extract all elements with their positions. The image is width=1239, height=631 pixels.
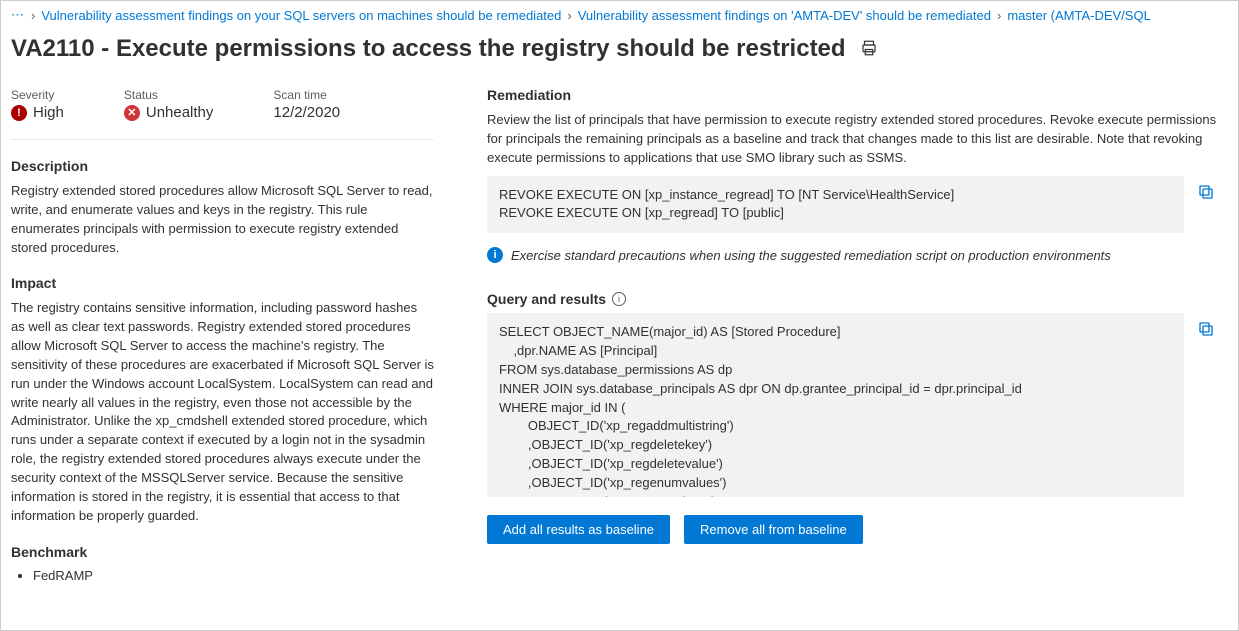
benchmark-heading: Benchmark xyxy=(11,544,434,560)
remediation-heading: Remediation xyxy=(487,87,1222,103)
print-icon[interactable] xyxy=(860,39,878,60)
status-block: Status ✕ Unhealthy xyxy=(124,88,214,121)
breadcrumb-overflow[interactable]: ⋯ xyxy=(11,7,25,23)
query-heading: Query and results xyxy=(487,291,606,307)
severity-block: Severity ! High xyxy=(11,88,64,121)
status-value: Unhealthy xyxy=(146,104,214,121)
severity-label: Severity xyxy=(11,88,64,102)
impact-body: The registry contains sensitive informat… xyxy=(11,299,434,525)
warning-row: i Exercise standard precautions when usi… xyxy=(487,247,1222,263)
breadcrumb-item-2[interactable]: Vulnerability assessment findings on 'AM… xyxy=(578,8,991,23)
chevron-right-icon: › xyxy=(997,8,1001,23)
description-heading: Description xyxy=(11,158,434,174)
page-title-row: VA2110 - Execute permissions to access t… xyxy=(1,29,1238,77)
breadcrumb-item-1[interactable]: Vulnerability assessment findings on you… xyxy=(41,8,561,23)
scantime-value: 12/2/2020 xyxy=(273,104,340,121)
severity-value: High xyxy=(33,104,64,121)
scantime-block: Scan time 12/2/2020 xyxy=(273,88,340,121)
breadcrumb: ⋯ › Vulnerability assessment findings on… xyxy=(1,1,1238,29)
right-column: Remediation Review the list of principal… xyxy=(461,77,1238,628)
chevron-right-icon: › xyxy=(31,8,35,23)
description-body: Registry extended stored procedures allo… xyxy=(11,182,434,257)
scantime-label: Scan time xyxy=(273,88,340,102)
chevron-right-icon: › xyxy=(567,8,571,23)
status-unhealthy-icon: ✕ xyxy=(124,105,140,121)
left-column: Severity ! High Status ✕ Unhealthy Scan … xyxy=(1,77,461,628)
query-text[interactable]: SELECT OBJECT_NAME(major_id) AS [Stored … xyxy=(487,313,1184,497)
info-icon: i xyxy=(487,247,503,263)
remediation-body: Review the list of principals that have … xyxy=(487,111,1222,168)
page-title: VA2110 - Execute permissions to access t… xyxy=(11,35,846,63)
impact-heading: Impact xyxy=(11,275,434,291)
breadcrumb-item-3[interactable]: master (AMTA-DEV/SQL xyxy=(1007,8,1151,23)
copy-icon[interactable] xyxy=(1194,180,1218,204)
status-label: Status xyxy=(124,88,214,102)
warning-text: Exercise standard precautions when using… xyxy=(511,248,1111,263)
add-baseline-button[interactable]: Add all results as baseline xyxy=(487,515,670,544)
copy-icon[interactable] xyxy=(1194,317,1218,341)
info-outline-icon[interactable]: i xyxy=(612,292,626,306)
remove-baseline-button[interactable]: Remove all from baseline xyxy=(684,515,863,544)
benchmark-list: FedRAMP xyxy=(33,568,434,583)
baseline-button-row: Add all results as baseline Remove all f… xyxy=(487,515,1222,544)
severity-high-icon: ! xyxy=(11,105,27,121)
benchmark-item: FedRAMP xyxy=(33,568,434,583)
remediation-script: REVOKE EXECUTE ON [xp_instance_regread] … xyxy=(487,176,1184,234)
meta-row: Severity ! High Status ✕ Unhealthy Scan … xyxy=(11,78,434,140)
